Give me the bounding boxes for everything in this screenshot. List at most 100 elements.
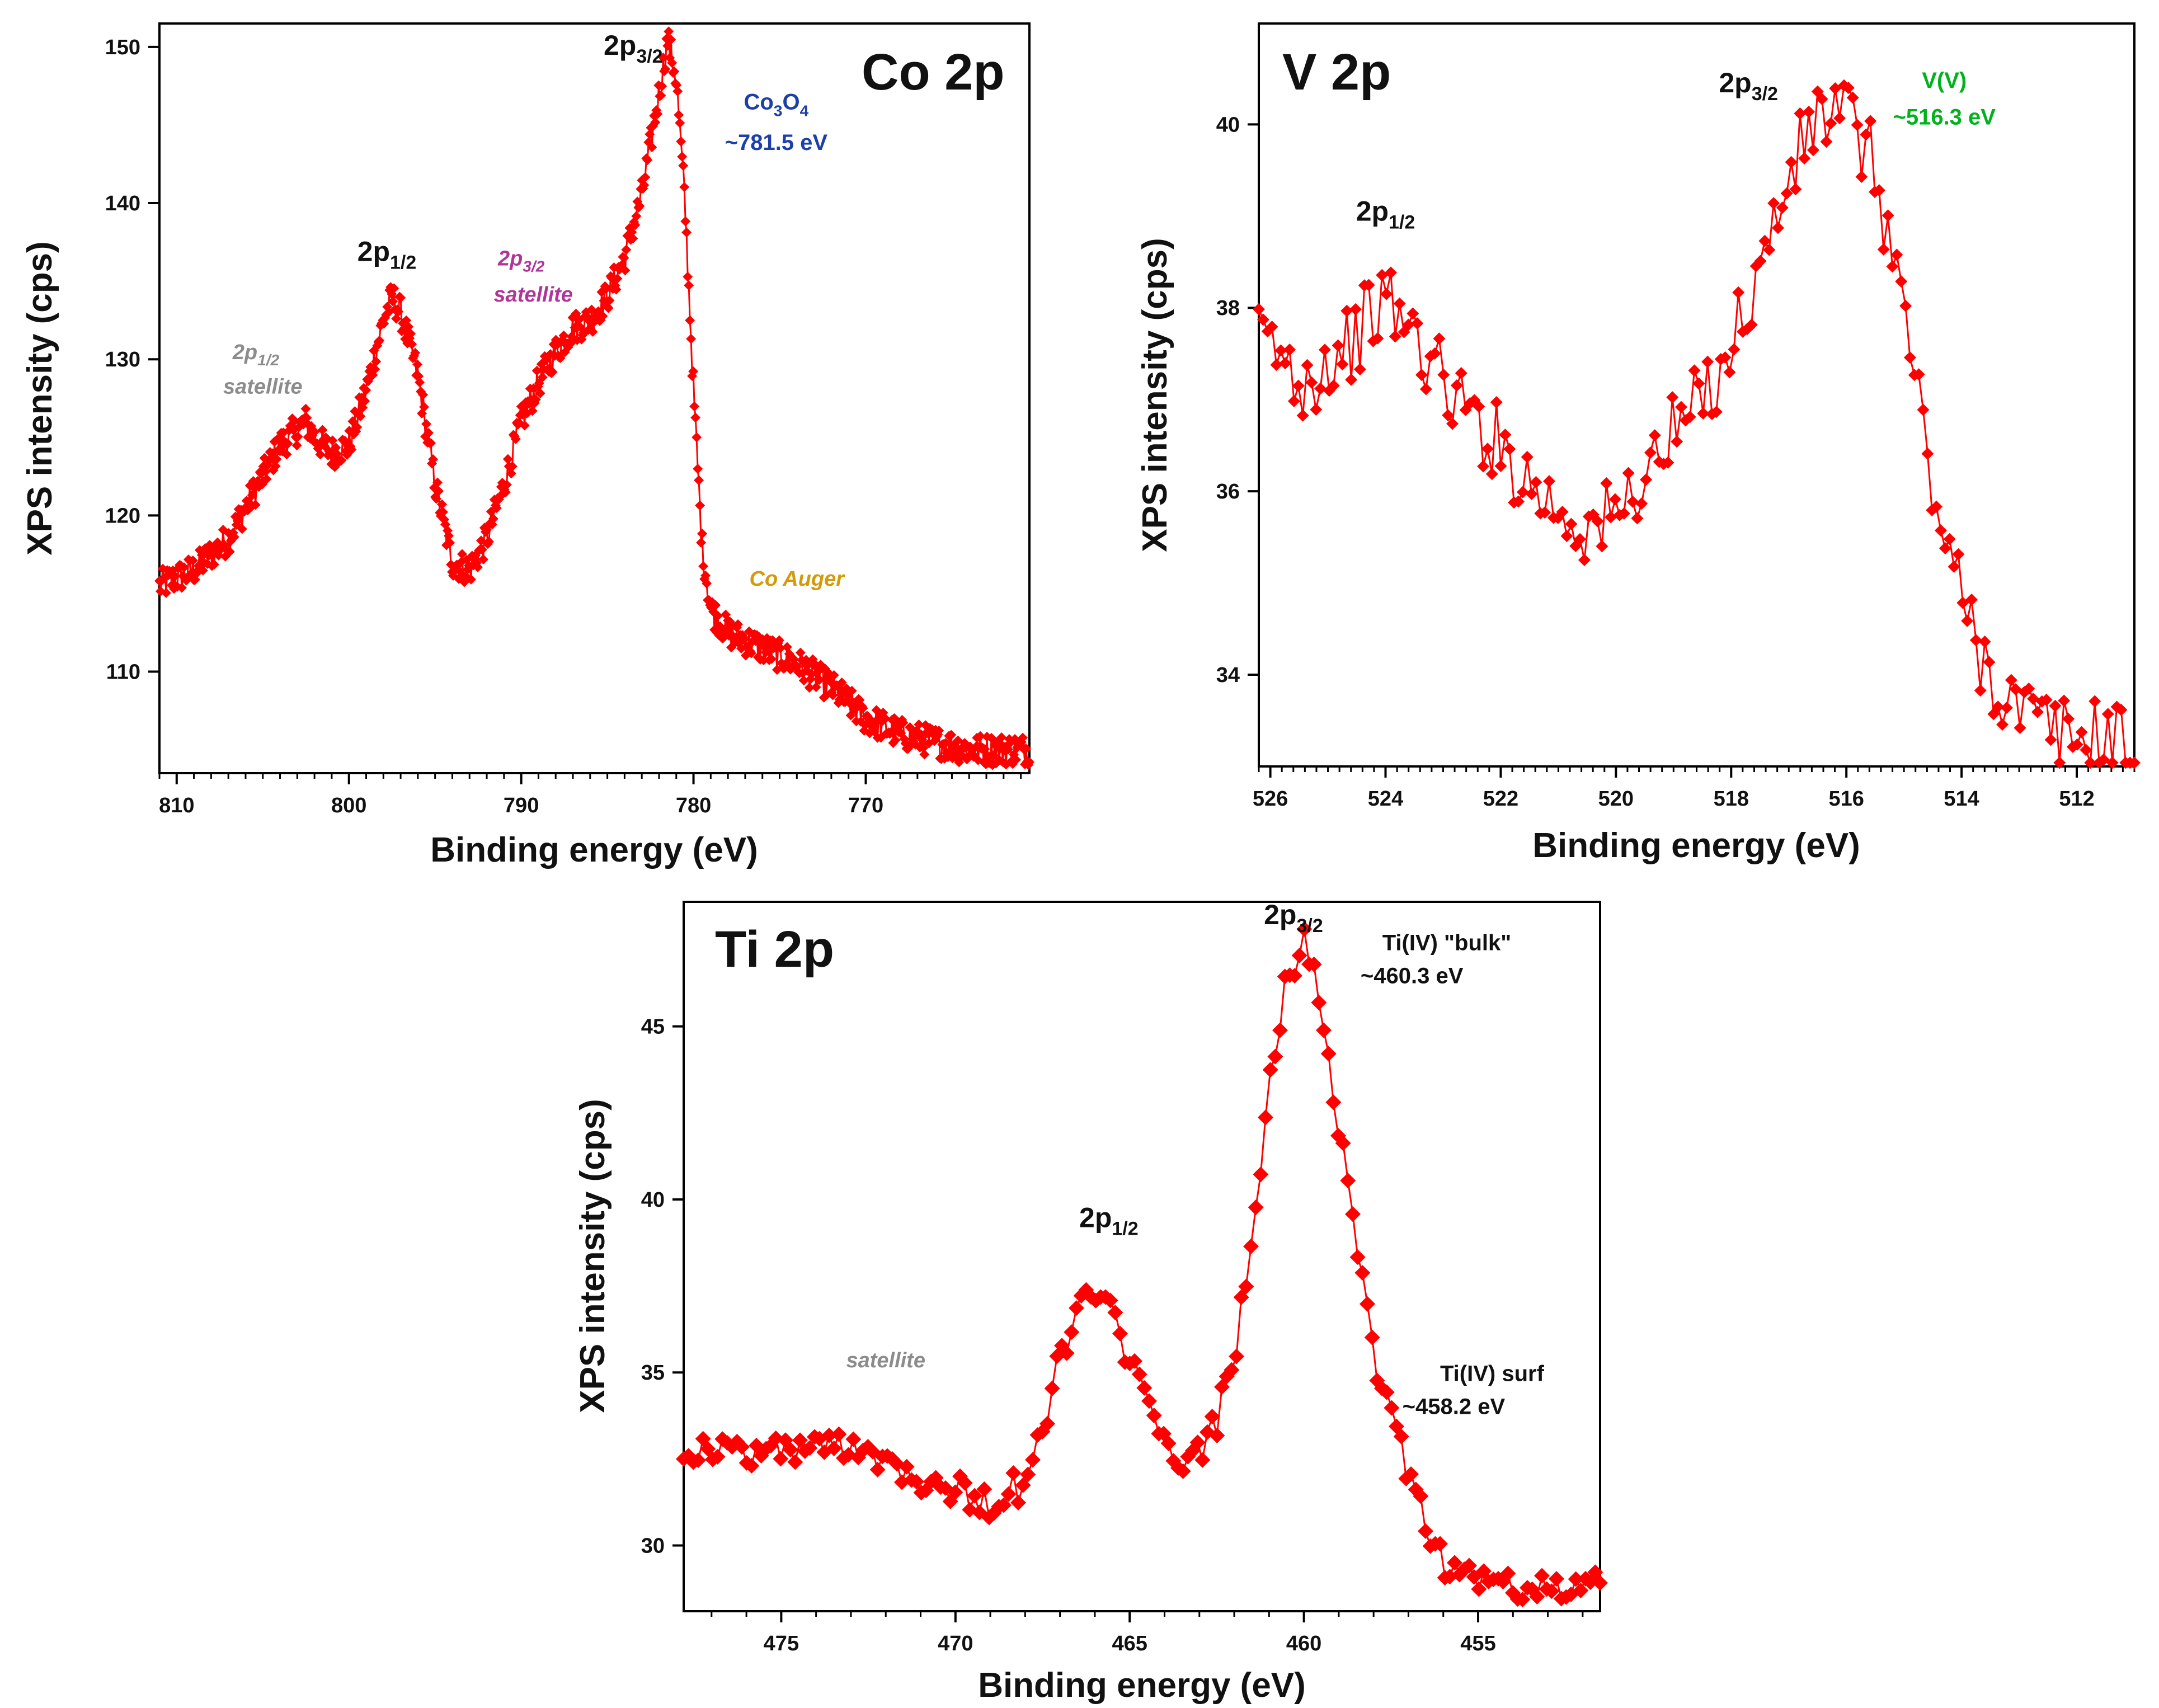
data-point [477,544,487,555]
data-point [1996,718,2009,731]
data-point [647,142,657,153]
data-point [775,643,785,653]
data-point [1018,732,1028,743]
y-tick-label: 36 [1216,480,1240,504]
data-point [975,731,986,741]
x-tick-label: 514 [1944,787,1979,811]
data-point [161,587,171,598]
data-point [2089,695,2101,708]
data-point [846,685,857,696]
data-point [407,339,417,350]
annotation-co_2p32: 2p3/2 [604,30,663,67]
annotation-v_vv_a: V(V) [1922,68,1967,93]
x-tick-label: 780 [676,794,711,817]
data-point [598,310,608,321]
data-point [702,578,712,589]
v-annotations: 2p3/2 2p1/2 V(V) ~516.3 eV [1356,67,1996,233]
data-point [1000,1486,1017,1502]
data-point [1605,511,1617,524]
y-tick-label: 45 [641,1015,665,1039]
data-point [1069,1300,1084,1316]
data-point [774,635,784,646]
y-tick-label: 40 [641,1188,665,1212]
data-point [1648,429,1661,442]
data-point [1500,1565,1516,1582]
ti-y-axis-title: XPS intensity (cps) [573,1099,612,1413]
data-point [836,677,847,688]
data-point [424,427,434,438]
data-point [1253,303,1265,316]
data-point [1780,187,1793,200]
data-point [587,327,598,337]
data-point [1939,542,1951,555]
data-point [1794,107,1807,120]
data-point [355,411,366,422]
data-point [1556,506,1569,519]
annotation-ti_2p12: 2p1/2 [1079,1202,1139,1239]
data-point [601,284,612,294]
data-point [1020,1466,1036,1483]
data-point [1335,1135,1351,1151]
data-point [2062,713,2075,726]
v-plot-frame [1258,22,2136,768]
data-point [1820,135,1833,148]
data-point [331,443,341,453]
data-point [829,670,839,680]
x-tick-label: 465 [1112,1632,1147,1655]
annotation-ti_bulk_a: Ti(IV) "bulk" [1382,931,1512,956]
data-point [570,322,580,333]
data-point [1301,359,1314,371]
data-point [1403,1466,1419,1482]
data-point [2031,705,2044,718]
data-point [432,477,443,488]
data-point [426,438,436,449]
data-point [1934,524,1947,537]
data-point [1059,1345,1075,1361]
data-point [281,449,292,460]
data-point [2115,703,2128,716]
data-point [1354,1265,1371,1281]
data-point [1345,373,1358,386]
data-point [170,571,180,581]
data-point [1325,1094,1342,1111]
data-point [677,151,688,162]
co-plot-frame [158,22,1031,774]
annotation-ti_2p32: 2p3/2 [1264,899,1323,937]
data-point [1389,330,1401,343]
data-point [792,1432,808,1448]
data-point [1131,1366,1147,1382]
data-point [697,528,708,539]
data-point [1617,507,1630,520]
data-point [1864,115,1877,128]
data-point [713,610,723,621]
data-point [2040,693,2053,706]
data-point [672,86,683,97]
data-point [2044,733,2057,746]
data-point [1384,1400,1400,1416]
data-point [1833,112,1846,125]
data-point [627,227,637,237]
data-point [782,1442,798,1458]
data-point [1534,1568,1550,1584]
data-point [695,500,705,511]
y-tick-label: 130 [105,348,140,371]
data-point [739,633,750,644]
data-point [2027,692,2040,705]
data-point [1516,486,1529,498]
data-point [1974,684,1987,697]
data-point [1433,332,1446,345]
data-point [1044,1380,1060,1396]
data-point [666,34,676,45]
ti-annotations: 2p3/2 2p1/2 Ti(IV) "bulk" ~460.3 eV Ti(IV) s… [846,899,1544,1419]
data-point [1349,1249,1366,1265]
data-point [502,454,513,464]
ti-series-line [683,929,1601,1601]
data-point [2014,722,2026,735]
data-point [628,233,638,244]
data-point [1136,1380,1153,1396]
v-chart-title: V 2p [1282,44,1391,101]
data-point [683,271,693,282]
data-point [1287,968,1302,984]
data-point [667,58,678,68]
data-point [1384,266,1397,279]
